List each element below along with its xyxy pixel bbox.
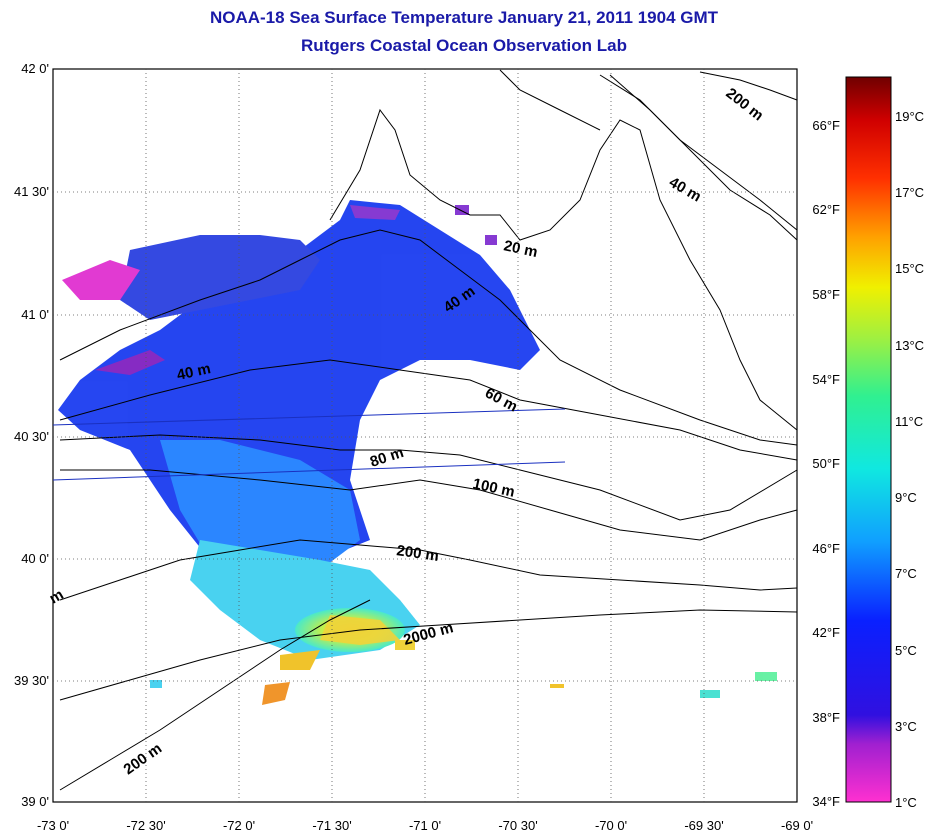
colorbar-f-label: 38°F (812, 710, 840, 725)
colorbar-f-label: 50°F (812, 456, 840, 471)
lat-label: 40 30' (14, 429, 49, 444)
graticule (53, 69, 797, 802)
lat-label: 42 0' (21, 61, 49, 76)
lon-label: -69 0' (781, 818, 813, 833)
colorbar-c-label: 17°C (895, 185, 924, 200)
lon-label: -69 30' (684, 818, 723, 833)
lon-label: -70 0' (595, 818, 627, 833)
colorbar-f-label: 34°F (812, 794, 840, 809)
colorbar-f-label: 46°F (812, 541, 840, 556)
lat-label: 41 0' (21, 307, 49, 322)
lat-label: 39 30' (14, 673, 49, 688)
contour-label: 20 m (502, 237, 539, 261)
map-subtitle: Rutgers Coastal Ocean Observation Lab (301, 36, 627, 55)
colorbar-f-label: 62°F (812, 202, 840, 217)
colorbar-c-label: 19°C (895, 109, 924, 124)
colorbar-fahrenheit-labels: 66°F 62°F 58°F 54°F 50°F 46°F 42°F 38°F … (812, 118, 840, 809)
latitude-labels: 42 0' 41 30' 41 0' 40 30' 40 0' 39 30' 3… (14, 61, 49, 809)
colorbar-c-label: 15°C (895, 261, 924, 276)
lon-label: -70 30' (498, 818, 537, 833)
colorbar-c-label: 5°C (895, 643, 917, 658)
lat-label: 39 0' (21, 794, 49, 809)
lon-label: -72 30' (126, 818, 165, 833)
colorbar-c-label: 3°C (895, 719, 917, 734)
bathymetry-contours (59, 69, 798, 791)
colorbar-c-label: 13°C (895, 338, 924, 353)
contour-label: 200 m (395, 542, 439, 565)
colorbar-f-label: 66°F (812, 118, 840, 133)
colorbar-c-label: 9°C (895, 490, 917, 505)
sst-swath (58, 200, 777, 705)
colorbar-c-label: 1°C (895, 795, 917, 810)
lon-label: -73 0' (37, 818, 69, 833)
colorbar-c-label: 11°C (895, 414, 923, 429)
lon-label: -71 0' (409, 818, 441, 833)
color-bar (845, 76, 892, 803)
map-title: NOAA-18 Sea Surface Temperature January … (209, 8, 719, 27)
lat-label: 40 0' (21, 551, 49, 566)
colorbar-f-label: 54°F (812, 372, 840, 387)
colorbar-c-label: 7°C (895, 566, 917, 581)
lat-label: 41 30' (14, 184, 49, 199)
colorbar-f-label: 42°F (812, 625, 840, 640)
lon-label: -71 30' (312, 818, 351, 833)
colorbar-celsius-labels: 19°C 17°C 15°C 13°C 11°C 9°C 7°C 5°C 3°C… (895, 109, 924, 810)
contour-label: 40 m (175, 360, 212, 384)
lon-label: -72 0' (223, 818, 255, 833)
colorbar-f-label: 58°F (812, 287, 840, 302)
longitude-labels: -73 0' -72 30' -72 0' -71 30' -71 0' -70… (37, 818, 813, 833)
